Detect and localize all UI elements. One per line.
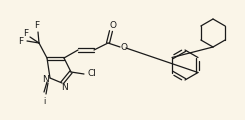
Text: N: N [61, 83, 67, 91]
Text: F: F [18, 36, 24, 45]
Text: Cl: Cl [87, 69, 97, 78]
Text: F: F [35, 21, 39, 30]
Text: i: i [43, 97, 45, 106]
Text: F: F [24, 30, 29, 39]
Text: O: O [110, 21, 117, 30]
Text: O: O [121, 44, 127, 53]
Text: N: N [42, 75, 48, 84]
